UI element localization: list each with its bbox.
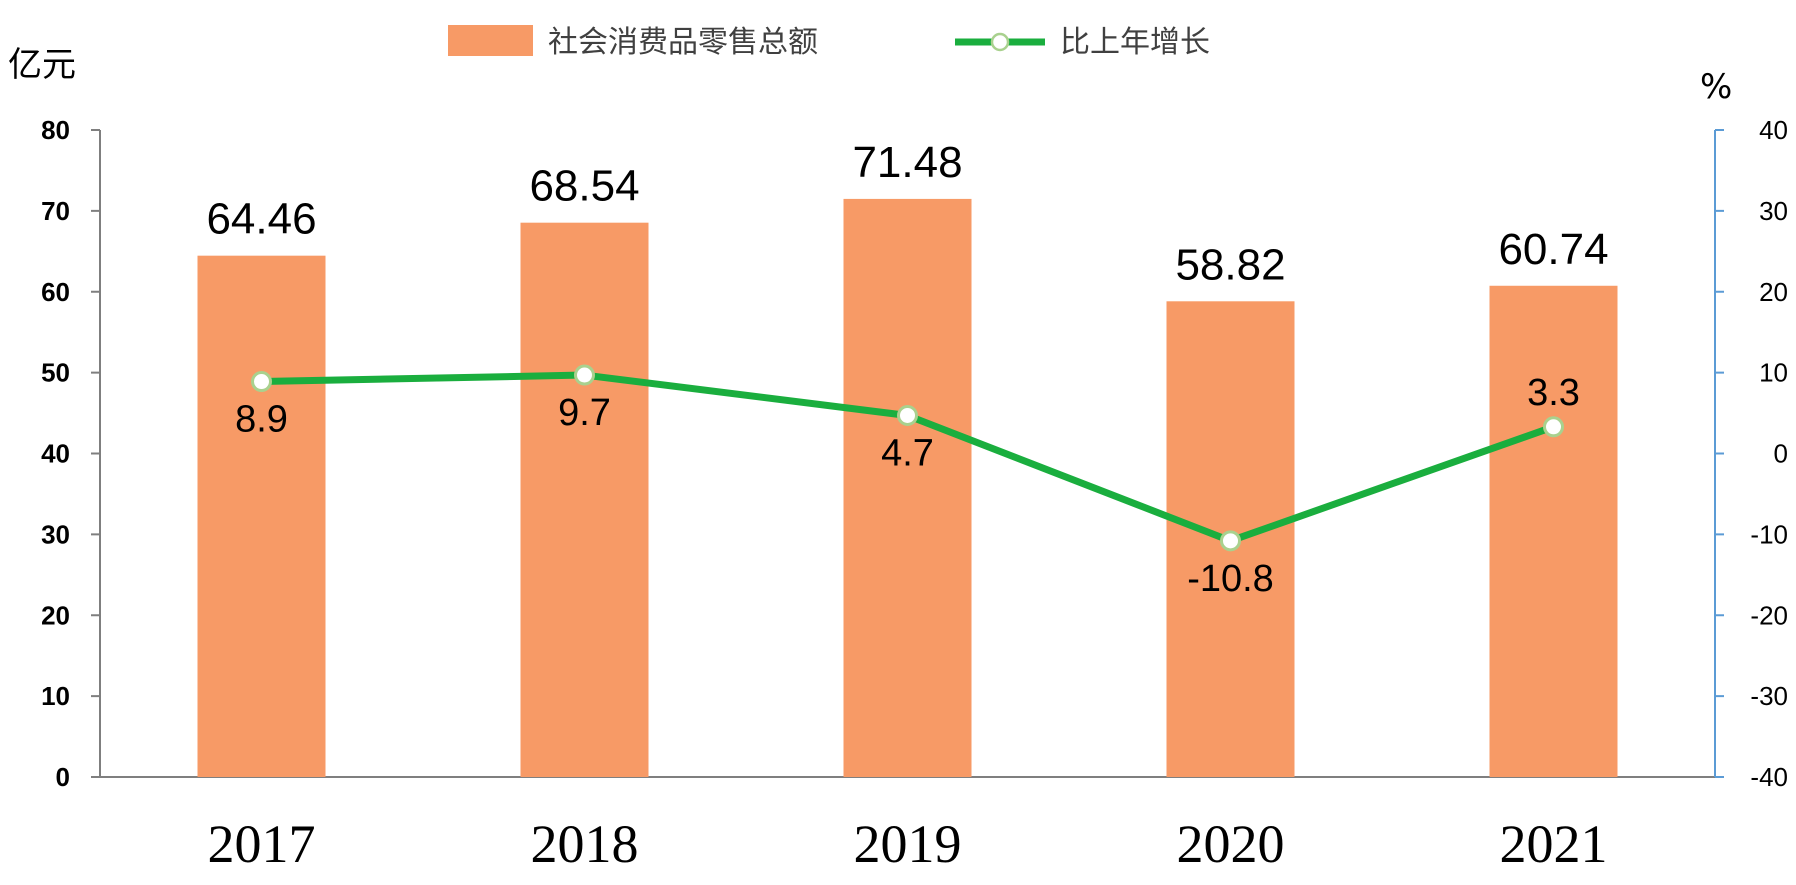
y-left-tick-label: 30 [41,519,70,549]
bar-value-label: 64.46 [206,195,316,244]
x-tick-labels: 2017 2018 2019 2020 2021 [208,814,1608,874]
growth-point [1220,530,1241,552]
y-right-tick-label: 10 [1759,358,1788,388]
growth-point [897,404,918,426]
line-value-labels: 8.9 9.7 4.7 -10.8 3.3 [235,372,1580,600]
y-right-ticks: -40 -30 -20 -10 0 10 20 30 40 [1715,115,1788,792]
y-right-tick-label: 0 [1774,439,1788,469]
x-tick-label: 2019 [854,814,962,874]
bar-value-label: 60.74 [1498,225,1608,274]
legend-label-growth: 比上年增长 [1060,25,1210,60]
growth-value-label: 3.3 [1527,372,1580,414]
x-tick-label: 2017 [208,814,316,874]
line-series [251,364,1564,552]
y-left-tick-label: 60 [41,277,70,307]
x-tick-label: 2020 [1177,814,1285,874]
bar-value-label: 71.48 [852,138,962,187]
growth-point [1543,416,1564,438]
growth-value-label: 4.7 [881,432,934,474]
x-tick-label: 2018 [531,814,639,874]
y-right-tick-label: -10 [1750,519,1788,549]
bar-series [197,198,1618,778]
y-left-ticks: 0 10 20 30 40 50 60 70 80 [41,115,100,792]
y-left-tick-label: 40 [41,439,70,469]
growth-point [574,364,595,386]
legend: 社会消费品零售总额 比上年增长 [448,25,1210,60]
growth-value-label: -10.8 [1187,558,1274,600]
y-left-tick-label: 0 [56,762,70,792]
y-right-tick-label: 20 [1759,277,1788,307]
y-left-tick-label: 20 [41,600,70,630]
y-right-tick-label: -30 [1750,681,1788,711]
bar [843,198,972,777]
growth-point [251,371,272,393]
y-right-tick-label: -20 [1750,600,1788,630]
bar [1489,285,1618,777]
legend-swatch-growth-marker [990,32,1010,52]
y-left-tick-label: 50 [41,358,70,388]
growth-value-label: 8.9 [235,399,288,441]
y-right-unit: % [1700,67,1732,107]
growth-value-label: 9.7 [558,392,611,434]
bar-value-label: 68.54 [529,162,639,211]
y-left-tick-label: 70 [41,196,70,226]
bar-value-labels: 64.46 68.54 71.48 58.82 60.74 [206,138,1608,289]
bar [520,222,649,778]
legend-swatch-retail-sales [448,25,533,56]
y-right-tick-label: 30 [1759,196,1788,226]
legend-label-retail-sales: 社会消费品零售总额 [548,25,818,60]
bar [197,255,326,777]
y-left-tick-label: 80 [41,115,70,145]
bar-value-label: 58.82 [1175,240,1285,289]
x-tick-label: 2021 [1500,814,1608,874]
y-left-tick-label: 10 [41,681,70,711]
y-right-tick-label: 40 [1759,115,1788,145]
y-left-unit: 亿元 [8,45,76,85]
y-right-tick-label: -40 [1750,762,1788,792]
